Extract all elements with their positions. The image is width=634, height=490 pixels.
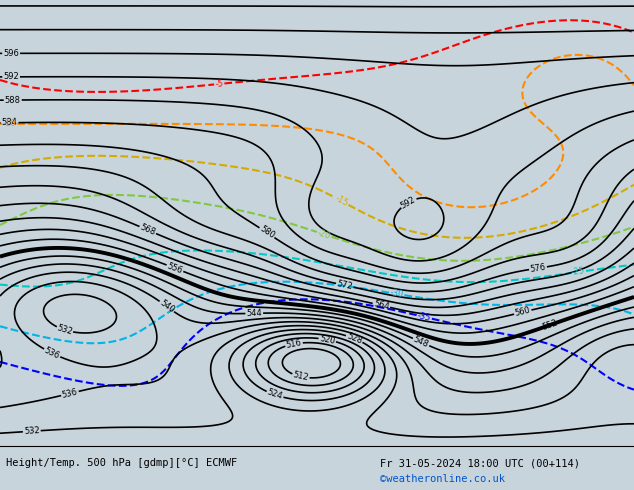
Text: 588: 588 xyxy=(4,96,21,105)
Text: 544: 544 xyxy=(246,309,262,318)
Text: 548: 548 xyxy=(412,335,430,349)
Text: 572: 572 xyxy=(336,279,354,292)
Text: 520: 520 xyxy=(319,334,336,345)
Text: 596: 596 xyxy=(3,49,19,58)
Text: 556: 556 xyxy=(166,261,184,275)
Text: 560: 560 xyxy=(514,306,531,318)
Text: 580: 580 xyxy=(258,224,276,241)
Text: -25: -25 xyxy=(571,267,586,277)
Text: 528: 528 xyxy=(346,332,363,346)
Text: 532: 532 xyxy=(23,426,40,436)
Text: 516: 516 xyxy=(285,338,302,350)
Text: 584: 584 xyxy=(1,118,18,127)
Text: ©weatheronline.co.uk: ©weatheronline.co.uk xyxy=(380,474,505,484)
Text: 568: 568 xyxy=(139,223,157,237)
Text: Fr 31-05-2024 18:00 UTC (00+114): Fr 31-05-2024 18:00 UTC (00+114) xyxy=(380,458,580,468)
Text: -30: -30 xyxy=(389,288,404,299)
Text: 576: 576 xyxy=(529,263,547,274)
Text: 532: 532 xyxy=(56,323,74,337)
Text: -20: -20 xyxy=(316,228,332,241)
Text: 536: 536 xyxy=(43,345,61,361)
Text: 512: 512 xyxy=(292,370,309,383)
Text: 552: 552 xyxy=(541,318,559,332)
Text: 540: 540 xyxy=(158,298,176,315)
Text: -15: -15 xyxy=(333,194,350,208)
Text: -5: -5 xyxy=(215,79,224,89)
Text: -35: -35 xyxy=(417,311,432,323)
Text: 536: 536 xyxy=(61,387,79,400)
Text: -10: -10 xyxy=(3,120,16,128)
Text: 564: 564 xyxy=(373,299,390,312)
Text: Height/Temp. 500 hPa [gdmp][°C] ECMWF: Height/Temp. 500 hPa [gdmp][°C] ECMWF xyxy=(6,458,238,468)
Text: 592: 592 xyxy=(3,73,19,81)
Text: 592: 592 xyxy=(399,195,417,210)
Text: 524: 524 xyxy=(266,388,284,402)
